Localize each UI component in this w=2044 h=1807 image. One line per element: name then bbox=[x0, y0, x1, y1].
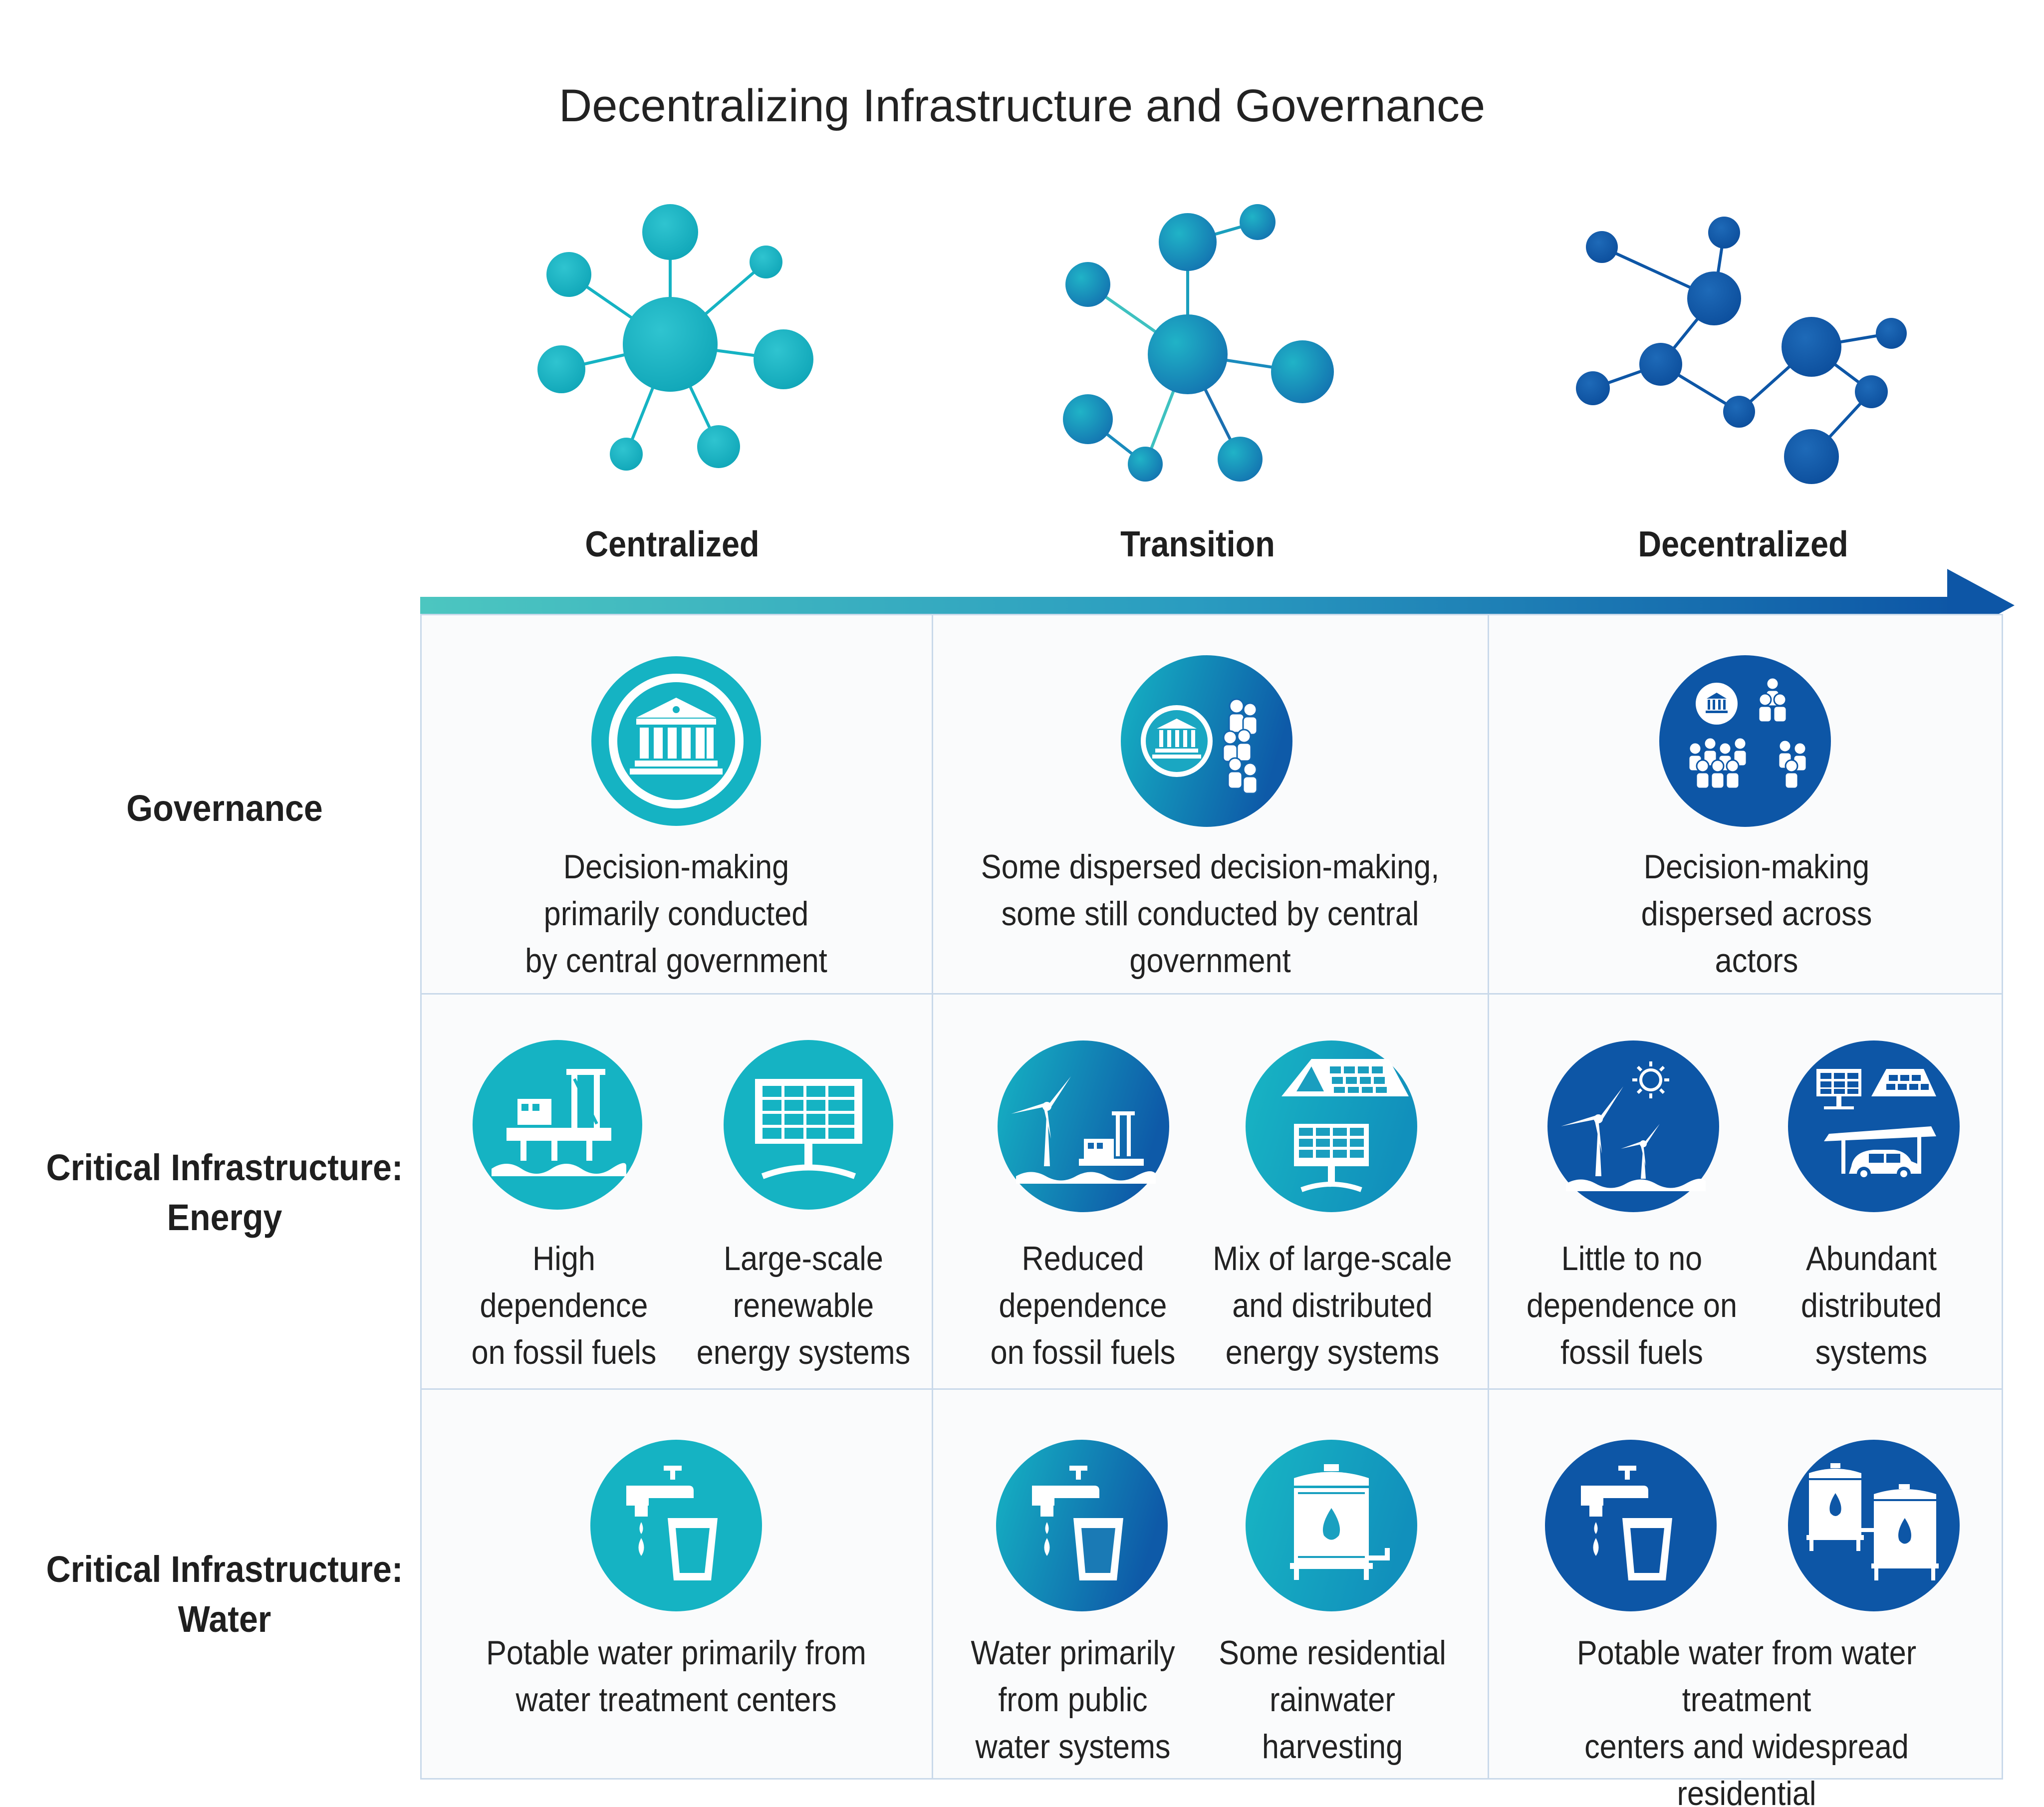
energy-transition-fossil-text: Reduced dependence on fossil fuels bbox=[990, 1240, 1176, 1371]
row-label-governance: Governance bbox=[126, 787, 323, 829]
rainwater-tanks-icon bbox=[1788, 1440, 1960, 1611]
page-title: Decentralizing Infrastructure and Govern… bbox=[558, 80, 1486, 131]
tap-and-glass-icon bbox=[1545, 1440, 1717, 1611]
tap-and-glass-icon bbox=[996, 1440, 1168, 1611]
water-decentralized-text: Potable water from water treatment cente… bbox=[1576, 1634, 1917, 1807]
governance-transition-text: Some dispersed decision-making, some sti… bbox=[981, 848, 1440, 980]
hub-network-icon bbox=[537, 204, 813, 471]
energy-transition-mix-text: Mix of large-scale and distributed energ… bbox=[1213, 1240, 1452, 1371]
offshore-oil-rig-icon bbox=[473, 1040, 642, 1210]
partial-network-icon bbox=[1063, 204, 1334, 482]
wind-turbine-and-rig-icon bbox=[998, 1040, 1169, 1212]
stage-transition: Transition bbox=[1120, 524, 1275, 564]
governance-centralized-text: Decision-making primarily conducted by c… bbox=[525, 848, 827, 980]
building-and-people-icon bbox=[1121, 655, 1292, 827]
solar-panel-icon bbox=[724, 1040, 893, 1210]
grid-divider bbox=[932, 614, 933, 1780]
energy-decentralized-fossil-text: Little to no dependence on fossil fuels bbox=[1526, 1240, 1738, 1371]
energy-centralized-renewable-text: Large-scale renewable energy systems bbox=[696, 1240, 911, 1371]
rooftop-solar-icon bbox=[1246, 1040, 1417, 1212]
water-centralized-text: Potable water primarily from water treat… bbox=[486, 1634, 866, 1719]
grid-divider bbox=[420, 1388, 2003, 1390]
stage-centralized: Centralized bbox=[585, 524, 760, 564]
tap-and-glass-icon bbox=[590, 1440, 762, 1611]
many-actors-icon bbox=[1659, 655, 1831, 827]
distributed-solar-carport-icon bbox=[1788, 1040, 1960, 1212]
wind-turbines-sun-icon bbox=[1547, 1040, 1719, 1212]
row-label-water: Critical Infrastructure: Water bbox=[46, 1549, 403, 1640]
water-transition-rainwater-text: Some residential rainwater harvesting bbox=[1219, 1634, 1446, 1766]
stage-decentralized: Decentralized bbox=[1638, 524, 1848, 564]
government-building-icon bbox=[591, 656, 761, 826]
mesh-network-icon bbox=[1576, 217, 1907, 484]
grid-divider bbox=[1488, 614, 1489, 1780]
row-label-energy: Critical Infrastructure: Energy bbox=[46, 1147, 403, 1238]
grid-divider bbox=[420, 993, 2003, 995]
energy-centralized-fossil-text: High dependence on fossil fuels bbox=[471, 1240, 657, 1371]
progression-arrow bbox=[420, 569, 2015, 642]
water-transition-public-text: Water primarily from public water system… bbox=[971, 1634, 1175, 1766]
rainwater-tank-icon bbox=[1246, 1440, 1417, 1611]
governance-decentralized-text: Decision-making dispersed across actors bbox=[1641, 848, 1872, 980]
energy-decentralized-distributed-text: Abundant distributed systems bbox=[1800, 1240, 1942, 1371]
